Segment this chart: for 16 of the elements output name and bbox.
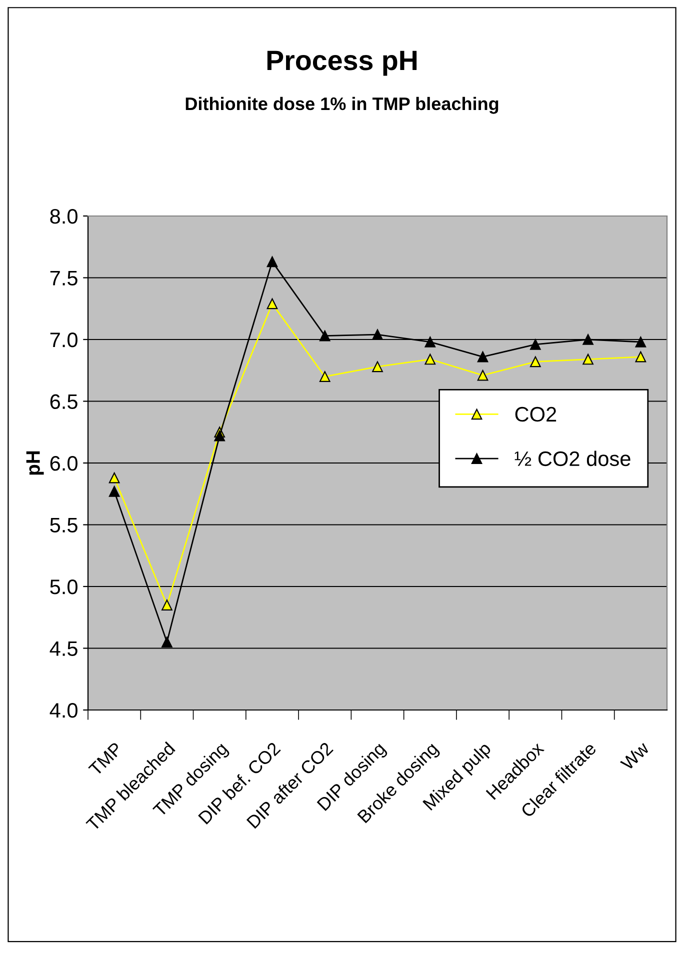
y-tick-label: 4.0	[50, 703, 78, 718]
y-tick-label: 6.5	[50, 394, 78, 410]
legend-label: ½ CO2 dose	[514, 450, 630, 466]
y-tick-label: 5.0	[50, 580, 78, 594]
y-tick-label: 7.0	[50, 332, 78, 348]
chart-title: Process pH	[267, 50, 417, 76]
x-tick-label: Ww	[620, 740, 650, 772]
chart-subtitle: Dithionite dose 1% in TMP bleaching	[186, 96, 498, 114]
x-tick-label: TMP	[88, 742, 123, 776]
y-tick-label: 7.5	[50, 270, 78, 286]
y-tick-label: 4.5	[50, 641, 78, 656]
legend-label: CO2	[515, 406, 556, 422]
y-tick-label: 8.0	[50, 209, 78, 224]
y-tick-label: 5.5	[50, 518, 78, 533]
y-tick-label: 6.0	[50, 456, 78, 471]
y-axis-title: pH	[26, 451, 44, 475]
